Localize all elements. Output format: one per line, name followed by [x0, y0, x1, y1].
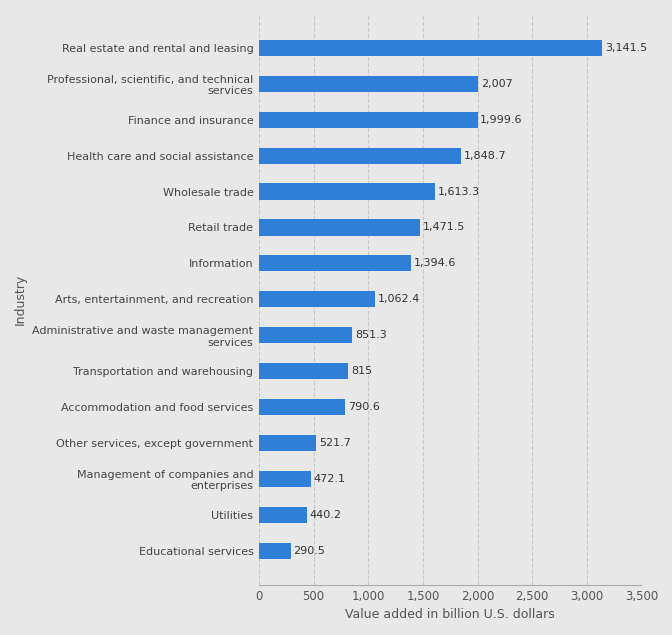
- Bar: [259, 147, 461, 164]
- Bar: [259, 291, 375, 307]
- Text: 790.6: 790.6: [348, 402, 380, 412]
- Bar: [259, 184, 435, 199]
- Bar: [259, 399, 345, 415]
- Bar: [259, 363, 348, 379]
- Text: 440.2: 440.2: [310, 510, 342, 520]
- X-axis label: Value added in billion U.S. dollars: Value added in billion U.S. dollars: [345, 608, 555, 621]
- Text: 1,848.7: 1,848.7: [464, 150, 507, 161]
- Text: 1,062.4: 1,062.4: [378, 294, 420, 304]
- Bar: [259, 435, 316, 451]
- Text: 1,999.6: 1,999.6: [480, 115, 523, 124]
- Text: 1,394.6: 1,394.6: [414, 258, 456, 269]
- Text: 815: 815: [351, 366, 372, 376]
- Text: 472.1: 472.1: [313, 474, 345, 484]
- Text: 1,613.3: 1,613.3: [438, 187, 480, 197]
- Bar: [259, 40, 602, 56]
- Bar: [259, 76, 478, 92]
- Bar: [259, 327, 352, 344]
- Bar: [259, 542, 291, 559]
- Y-axis label: Industry: Industry: [14, 274, 27, 325]
- Bar: [259, 507, 307, 523]
- Bar: [259, 219, 420, 236]
- Text: 1,471.5: 1,471.5: [423, 222, 465, 232]
- Bar: [259, 112, 478, 128]
- Text: 2,007: 2,007: [481, 79, 513, 89]
- Text: 851.3: 851.3: [355, 330, 386, 340]
- Text: 290.5: 290.5: [294, 545, 325, 556]
- Text: 521.7: 521.7: [319, 438, 351, 448]
- Text: 3,141.5: 3,141.5: [605, 43, 647, 53]
- Bar: [259, 255, 411, 271]
- Bar: [259, 471, 310, 487]
